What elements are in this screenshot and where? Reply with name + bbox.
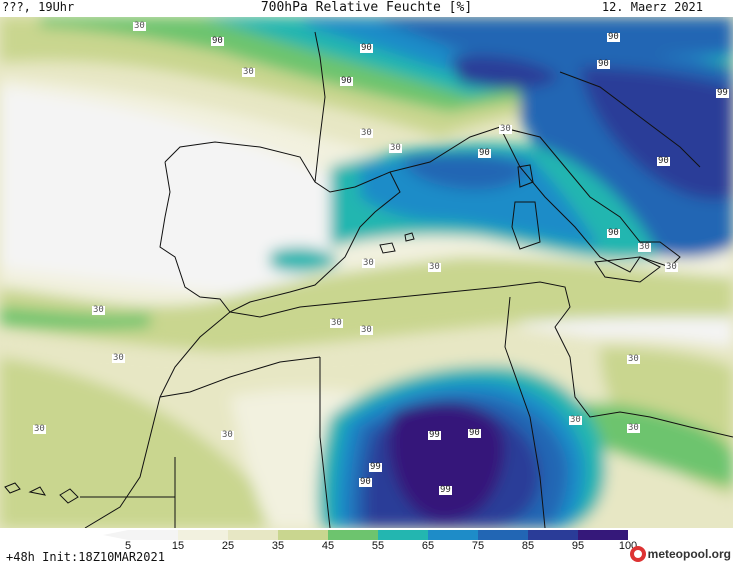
colorbar	[103, 530, 628, 540]
colorbar-segment	[328, 530, 379, 540]
contour-label: 30	[428, 262, 441, 272]
contour-label: 30	[499, 124, 512, 134]
colorbar-segment	[478, 530, 529, 540]
header: ???, 19Uhr 700hPa Relative Feuchte [%] 1…	[0, 0, 733, 17]
contour-label: 30	[569, 415, 582, 425]
colorbar-min-arrow	[103, 530, 128, 540]
colorbar-tick-label: 95	[571, 540, 585, 552]
contour-label: 99	[369, 462, 382, 472]
contour-label: 90	[359, 477, 372, 487]
contour-label: 90	[657, 156, 670, 166]
contour-label: 30	[133, 21, 146, 31]
meteopool-logo-icon	[629, 546, 646, 562]
contour-label: 30	[627, 354, 640, 364]
contour-label: 99	[428, 430, 441, 440]
colorbar-tick-label: 85	[521, 540, 535, 552]
valid-date: 12. Maerz 2021	[601, 0, 703, 14]
contour-label: 90	[468, 428, 481, 438]
contour-label: 30	[627, 423, 640, 433]
contour-label: 30	[665, 262, 678, 272]
contour-label: 90	[211, 36, 224, 46]
humidity-field	[0, 17, 733, 528]
colorbar-tick-label: 65	[421, 540, 435, 552]
colorbar-tick-label: 55	[371, 540, 385, 552]
init-time: +48h Init:18Z10MAR2021	[6, 550, 165, 564]
contour-label: 30	[242, 67, 255, 77]
colorbar-segment	[228, 530, 279, 540]
colorbar-tick-label: 35	[271, 540, 285, 552]
contour-label: 90	[340, 76, 353, 86]
contour-label: 30	[360, 325, 373, 335]
colorbar-segment	[278, 530, 329, 540]
contour-label: 30	[112, 353, 125, 363]
contour-label: 30	[92, 305, 105, 315]
map-title: 700hPa Relative Feuchte [%]	[260, 0, 473, 15]
humidity-map: 30 90 90 30 90 90 90 99 30 30 30 90 90 9…	[0, 17, 733, 528]
contour-label: 30	[360, 128, 373, 138]
colorbar-segment	[178, 530, 229, 540]
contour-label: 30	[362, 258, 375, 268]
contour-label: 30	[33, 424, 46, 434]
colorbar-segment	[428, 530, 479, 540]
colorbar-tick-label: 15	[171, 540, 185, 552]
colorbar-tick-label: 45	[321, 540, 335, 552]
colorbar-tick-label: 25	[221, 540, 235, 552]
contour-label: 90	[597, 59, 610, 69]
contour-label: 30	[221, 430, 234, 440]
contour-label: 90	[478, 148, 491, 158]
contour-label: 30	[389, 143, 402, 153]
colorbar-segment	[378, 530, 429, 540]
colorbar-tick-label: 75	[471, 540, 485, 552]
contour-label: 30	[638, 242, 651, 252]
contour-label: 99	[716, 88, 729, 98]
contour-label: 90	[607, 228, 620, 238]
contour-label: 99	[439, 485, 452, 495]
colorbar-tick-label: 5	[124, 540, 132, 552]
contour-label: 30	[330, 318, 343, 328]
colorbar-segment	[128, 530, 179, 540]
logo-text: meteopool.org	[647, 547, 731, 561]
meteopool-logo: meteopool.org	[629, 544, 731, 564]
colorbar-segment	[528, 530, 579, 540]
contour-label: 90	[607, 32, 620, 42]
colorbar-segment	[578, 530, 628, 540]
forecast-time-label: ???, 19Uhr	[2, 0, 75, 14]
footer: 5 15 25 35 45 55 65 75 85 95 100 +48h Init:18Z10MA…	[0, 528, 733, 566]
contour-label: 90	[360, 43, 373, 53]
